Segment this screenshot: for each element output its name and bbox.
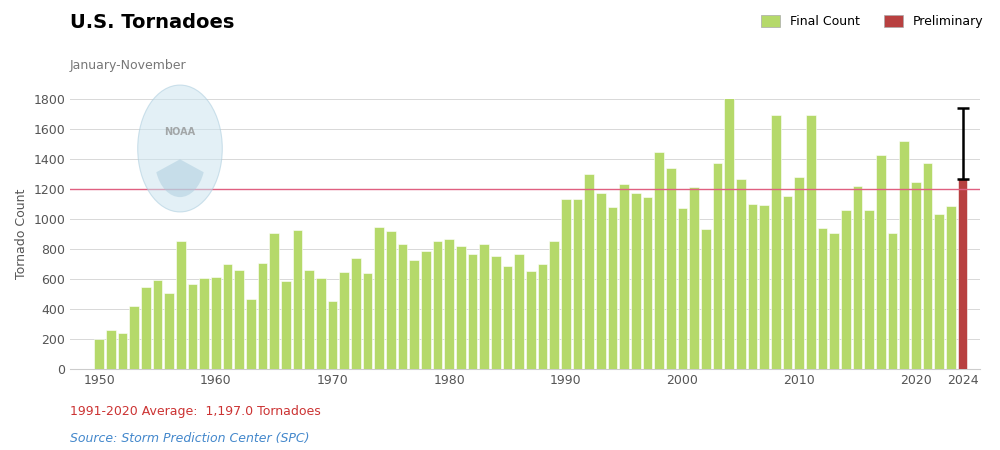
Bar [561,199,571,369]
Bar [444,239,454,369]
Text: Source: Storm Prediction Center (SPC): Source: Storm Prediction Center (SPC) [70,432,310,445]
Bar [713,162,722,369]
Bar [398,244,407,369]
Bar [153,280,162,369]
Bar [678,208,687,369]
Bar [386,231,396,369]
Circle shape [138,85,222,212]
Bar [514,254,524,369]
Bar [339,271,349,369]
Bar [794,177,804,369]
Bar [806,115,816,369]
Bar [526,270,536,369]
Bar [643,197,652,369]
Bar [374,227,384,369]
Bar [234,270,244,369]
Text: 1991-2020 Average:  1,197.0 Tornadoes: 1991-2020 Average: 1,197.0 Tornadoes [70,405,321,418]
Bar [456,246,466,369]
Bar [759,205,769,369]
Bar [304,270,314,369]
Bar [864,211,874,369]
Legend: Final Count, Preliminary: Final Count, Preliminary [761,15,984,28]
Bar [934,214,944,369]
Bar [409,260,419,369]
Bar [211,277,221,369]
Bar [899,141,909,369]
Bar [538,264,547,369]
Bar [829,233,839,369]
Bar [911,182,921,369]
Text: NOAA: NOAA [164,127,196,137]
Bar [94,339,104,369]
Bar [328,301,337,369]
Bar [584,175,594,369]
Text: January-November: January-November [70,58,187,72]
Bar [351,258,361,369]
Y-axis label: Tornado Count: Tornado Count [15,189,28,279]
Bar [549,241,559,369]
Bar [293,230,302,369]
Bar [141,287,151,369]
Bar [479,244,489,369]
Bar [281,281,291,369]
Bar [223,265,232,369]
Text: U.S. Tornadoes: U.S. Tornadoes [70,14,234,32]
Bar [654,152,664,369]
Bar [316,278,326,369]
Bar [573,199,582,369]
Bar [923,162,932,369]
Bar [888,234,897,369]
Bar [783,196,792,369]
Bar [269,233,279,369]
Bar [433,241,442,369]
Bar [631,193,641,369]
Bar [106,330,116,369]
Bar [176,241,186,369]
Bar [689,187,699,369]
Wedge shape [156,159,204,197]
Bar [503,266,512,369]
Bar [724,96,734,369]
Bar [363,273,372,369]
Bar [491,256,501,369]
Bar [701,229,711,369]
Bar [771,115,781,369]
Bar [853,186,862,369]
Bar [958,179,967,369]
Bar [748,203,757,369]
Bar [129,306,139,369]
Bar [946,206,956,369]
Bar [596,193,606,369]
Bar [246,299,256,369]
Bar [421,251,431,369]
Bar [841,210,851,369]
Bar [608,207,617,369]
Bar [199,279,209,369]
Bar [468,254,477,369]
Bar [818,228,827,369]
Bar [164,293,174,369]
Bar [188,284,197,369]
Bar [258,263,267,369]
Bar [666,168,676,369]
Bar [118,333,127,369]
Bar [619,184,629,369]
Bar [876,154,886,369]
Bar [736,180,746,369]
